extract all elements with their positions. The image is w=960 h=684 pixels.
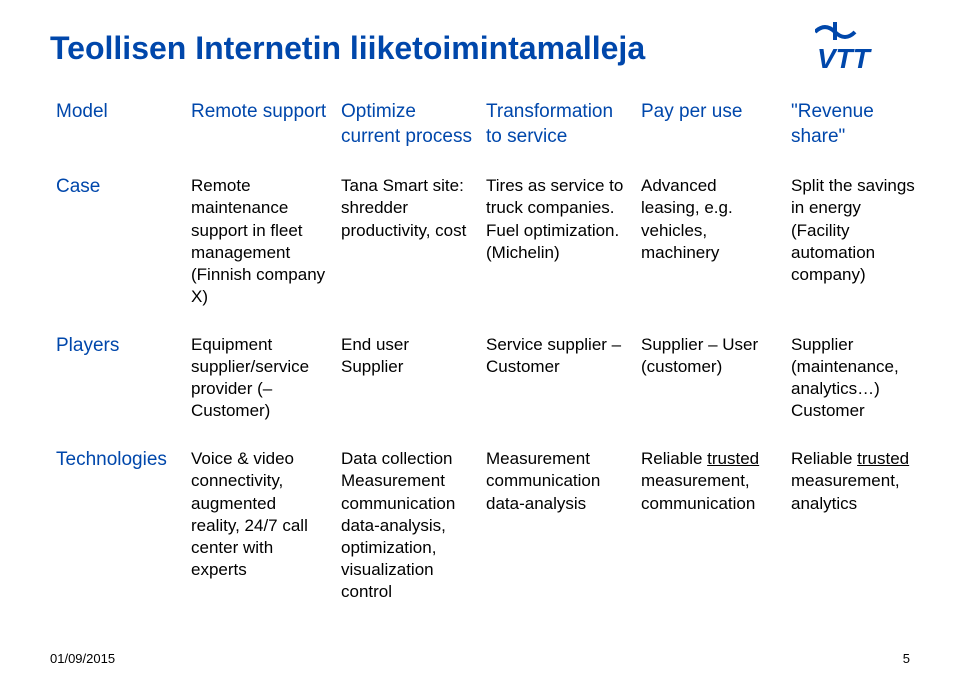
- table-cell: Voice & video connectivity, augmented re…: [185, 440, 335, 621]
- table-cell: Measurement communication data-analysis: [480, 440, 635, 621]
- table-row: Players Equipment supplier/service provi…: [50, 326, 930, 440]
- table-cell: Supplier (maintenance, analytics…) Custo…: [785, 326, 930, 440]
- table-cell: Service supplier – Customer: [480, 326, 635, 440]
- table-header-row: Model Remote support Optimize current pr…: [50, 92, 930, 167]
- col-header: Pay per use: [635, 92, 785, 167]
- table-cell: End user Supplier: [335, 326, 480, 440]
- table-cell: Reliable trusted measurement, communicat…: [635, 440, 785, 621]
- table-cell: Equipment supplier/service provider (–Cu…: [185, 326, 335, 440]
- svg-text:VTT: VTT: [817, 43, 873, 74]
- col-header: Optimize current process: [335, 92, 480, 167]
- table-cell: Tires as service to truck companies. Fue…: [480, 167, 635, 326]
- vtt-logo: VTT: [815, 20, 910, 80]
- col-header: Remote support: [185, 92, 335, 167]
- table-cell: Split the savings in energy (Facility au…: [785, 167, 930, 326]
- row-label: Technologies: [50, 440, 185, 621]
- table-row: Case Remote maintenance support in fleet…: [50, 167, 930, 326]
- slide-footer: 01/09/2015 5: [50, 651, 910, 666]
- business-models-table: Model Remote support Optimize current pr…: [50, 92, 930, 621]
- footer-date: 01/09/2015: [50, 651, 115, 666]
- table-cell: Tana Smart site: shredder productivity, …: [335, 167, 480, 326]
- footer-page: 5: [903, 651, 910, 666]
- col-header: "Revenue share": [785, 92, 930, 167]
- table-cell: Supplier – User (customer): [635, 326, 785, 440]
- row-label: Players: [50, 326, 185, 440]
- col-header: Model: [50, 92, 185, 167]
- col-header: Transformation to service: [480, 92, 635, 167]
- slide-title: Teollisen Internetin liiketoimintamallej…: [50, 30, 910, 67]
- table-row: Technologies Voice & video connectivity,…: [50, 440, 930, 621]
- table-cell: Data collection Measurement communicatio…: [335, 440, 480, 621]
- table-cell: Advanced leasing, e.g. vehicles, machine…: [635, 167, 785, 326]
- row-label: Case: [50, 167, 185, 326]
- table-cell: Remote maintenance support in fleet mana…: [185, 167, 335, 326]
- table-cell: Reliable trusted measurement, analytics: [785, 440, 930, 621]
